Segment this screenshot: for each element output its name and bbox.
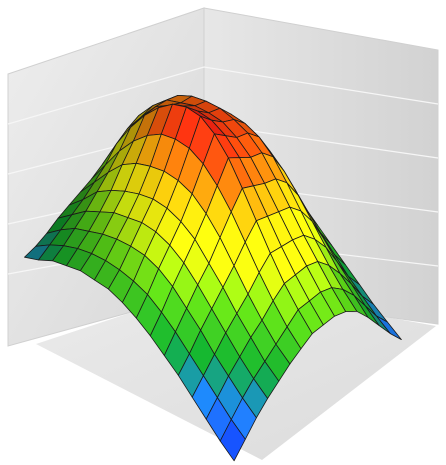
- surface-mesh: [24, 95, 402, 462]
- side-grid-line: [203, 66, 439, 105]
- surface-cell: [219, 419, 246, 462]
- back-grid-line: [7, 66, 205, 125]
